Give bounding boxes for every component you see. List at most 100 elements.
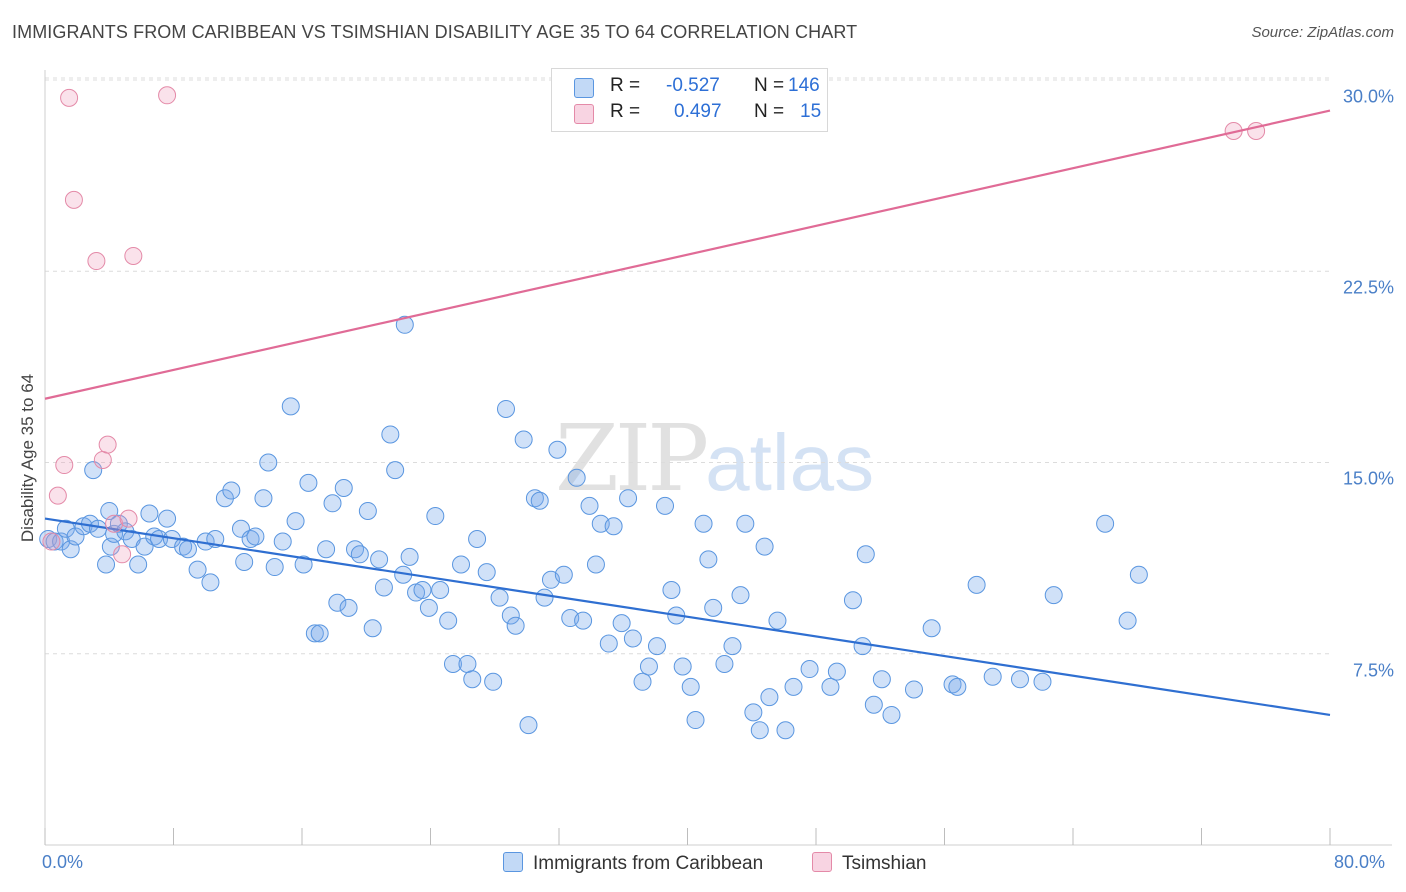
caribbean-point <box>178 540 197 559</box>
tsimshian-point <box>60 88 79 107</box>
caribbean-point <box>554 565 573 584</box>
caribbean-point <box>525 489 544 508</box>
caribbean-point <box>704 598 723 617</box>
caribbean-point <box>458 654 477 673</box>
caribbean-point <box>776 721 795 740</box>
legend-swatch-pink <box>812 852 832 872</box>
caribbean-point <box>215 489 234 508</box>
caribbean-point <box>443 654 462 673</box>
caribbean-point <box>496 399 515 418</box>
caribbean-point <box>755 537 774 556</box>
tsimshian-point <box>113 545 132 564</box>
caribbean-point <box>97 555 116 574</box>
caribbean-point <box>370 550 389 569</box>
tsimshian-point <box>48 486 67 505</box>
caribbean-point <box>864 695 883 714</box>
caribbean-point <box>477 563 496 582</box>
r-value: 0.497 <box>674 101 722 122</box>
caribbean-point <box>686 711 705 730</box>
caribbean-point <box>323 494 342 513</box>
caribbean-point <box>723 637 742 656</box>
caribbean-point <box>1129 565 1148 584</box>
x-tick-label: 0.0% <box>42 852 84 872</box>
caribbean-point <box>501 606 520 625</box>
caribbean-point <box>222 481 241 500</box>
tsimshian-point <box>42 532 61 551</box>
r-label: R = <box>610 75 641 96</box>
tsimshian-point <box>98 435 117 454</box>
caribbean-point <box>506 616 525 635</box>
caribbean-point <box>468 530 487 548</box>
caribbean-point <box>768 611 787 630</box>
caribbean-point <box>904 680 923 699</box>
legend-item-caribbean: Immigrants from Caribbean <box>503 852 763 875</box>
caribbean-point <box>750 721 769 740</box>
caribbean-point <box>922 619 941 638</box>
caribbean-point <box>639 657 658 676</box>
caribbean-point <box>281 397 300 416</box>
chart-title: IMMIGRANTS FROM CARIBBEAN VS TSIMSHIAN D… <box>12 22 858 42</box>
caribbean-point <box>305 624 324 643</box>
tsimshian-point <box>105 514 124 533</box>
legend-item-tsimshian: Tsimshian <box>812 852 926 875</box>
caribbean-point <box>174 537 193 556</box>
caribbean-point <box>744 703 763 722</box>
caribbean-point <box>882 705 901 724</box>
caribbean-point <box>580 496 599 515</box>
x-tick-label: 80.0% <box>1334 852 1386 872</box>
caribbean-point <box>535 588 554 607</box>
y-tick-label: 30.0% <box>1342 86 1394 107</box>
caribbean-point <box>129 555 148 574</box>
stats-swatch-blue <box>574 78 594 98</box>
caribbean-point <box>158 509 177 528</box>
legend-label: Tsimshian <box>842 853 927 874</box>
caribbean-point <box>604 517 623 536</box>
n-value: 146 <box>788 75 820 96</box>
caribbean-point <box>201 573 220 592</box>
caribbean-point <box>386 461 405 480</box>
caribbean-trend-line <box>44 517 1331 717</box>
caribbean-point <box>856 545 875 564</box>
caribbean-point <box>254 489 273 508</box>
caribbean-point <box>574 611 593 630</box>
caribbean-point <box>439 611 458 630</box>
caribbean-point <box>948 677 967 696</box>
caribbean-point <box>548 440 567 459</box>
caribbean-point <box>530 491 549 510</box>
caribbean-point <box>413 581 432 599</box>
caribbean-point <box>294 555 313 574</box>
caribbean-point <box>109 514 128 533</box>
caribbean-point <box>259 453 278 472</box>
caribbean-point <box>514 430 533 449</box>
n-label: N = <box>754 75 785 96</box>
caribbean-point <box>1118 611 1137 630</box>
tsimshian-point <box>87 252 106 271</box>
caribbean-point <box>358 501 377 520</box>
caribbean-point <box>647 637 666 656</box>
caribbean-point <box>400 547 419 566</box>
tsimshian-point <box>124 246 143 265</box>
caribbean-point <box>843 591 862 610</box>
caribbean-point <box>800 660 819 679</box>
caribbean-point <box>350 545 369 564</box>
caribbean-point <box>519 716 538 735</box>
caribbean-point <box>317 540 336 559</box>
caribbean-point <box>736 514 755 533</box>
y-axis-label: Disability Age 35 to 64 <box>18 373 37 543</box>
tsimshian-point <box>93 450 112 469</box>
caribbean-point <box>567 468 586 487</box>
caribbean-point <box>363 619 382 638</box>
r-value: -0.527 <box>666 75 720 96</box>
caribbean-point <box>235 552 254 571</box>
caribbean-point <box>381 425 400 444</box>
caribbean-point <box>623 629 642 648</box>
caribbean-point <box>760 688 779 707</box>
tsimshian-point <box>119 509 138 528</box>
caribbean-point <box>463 670 482 689</box>
caribbean-point <box>1010 670 1029 689</box>
caribbean-point <box>599 634 618 653</box>
caribbean-point <box>490 588 509 607</box>
caribbean-point <box>633 672 652 691</box>
caribbean-point <box>339 598 358 617</box>
caribbean-point <box>943 675 962 694</box>
